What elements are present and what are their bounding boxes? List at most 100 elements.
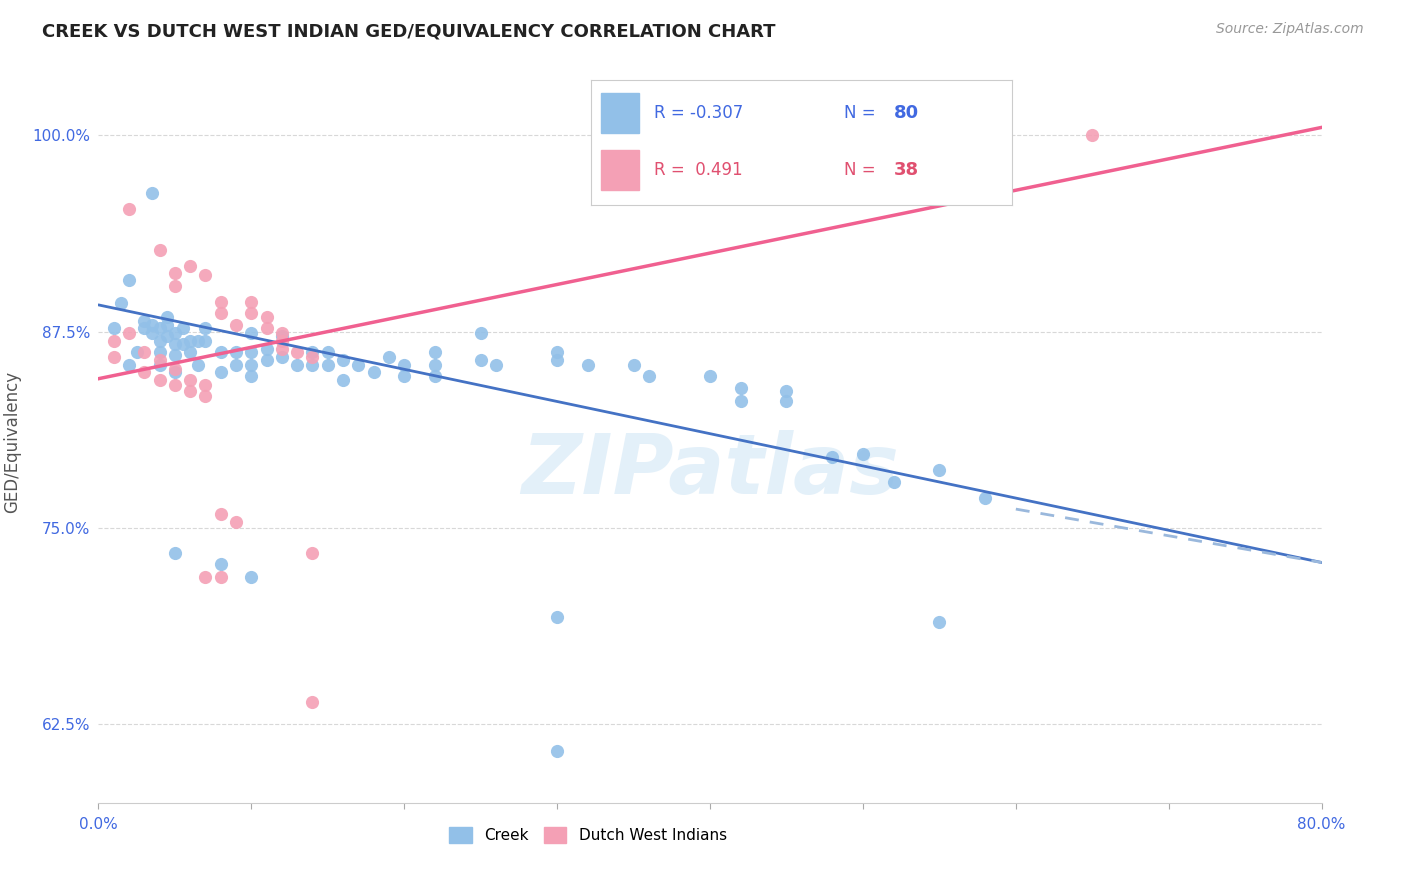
Point xyxy=(883,475,905,490)
Text: Source: ZipAtlas.com: Source: ZipAtlas.com xyxy=(1216,22,1364,37)
Point xyxy=(156,329,179,343)
Point xyxy=(156,318,179,333)
Point xyxy=(423,358,446,372)
Point xyxy=(730,393,752,408)
Point xyxy=(179,345,201,359)
Point xyxy=(172,337,194,351)
Point xyxy=(546,744,568,758)
Point xyxy=(301,350,323,364)
Point xyxy=(163,362,186,376)
Point xyxy=(423,368,446,383)
Point xyxy=(623,358,645,372)
Point xyxy=(240,368,263,383)
Text: ZIPatlas: ZIPatlas xyxy=(522,430,898,511)
Point xyxy=(270,350,292,364)
Point xyxy=(209,345,232,359)
Bar xyxy=(602,150,638,190)
Point xyxy=(149,321,172,335)
Point xyxy=(179,334,201,348)
Point xyxy=(179,373,201,387)
Point xyxy=(209,557,232,571)
Point xyxy=(285,358,308,372)
Text: 38: 38 xyxy=(894,161,920,179)
Point xyxy=(179,259,201,273)
Point xyxy=(118,326,141,340)
Point xyxy=(301,546,323,560)
Point xyxy=(285,345,308,359)
Point xyxy=(256,342,278,356)
Y-axis label: GED/Equivalency: GED/Equivalency xyxy=(3,370,21,513)
Point xyxy=(699,368,721,383)
Point xyxy=(163,337,186,351)
Point xyxy=(149,352,172,367)
Point xyxy=(163,348,186,362)
Point xyxy=(194,378,217,392)
Point xyxy=(118,202,141,216)
Point xyxy=(110,296,132,310)
Text: R = -0.307: R = -0.307 xyxy=(654,103,742,121)
Point xyxy=(194,268,217,282)
Point xyxy=(225,358,247,372)
Point xyxy=(821,450,844,465)
Point xyxy=(270,326,292,340)
Point xyxy=(637,368,661,383)
Point xyxy=(209,294,232,309)
Point xyxy=(103,334,125,348)
Point xyxy=(118,273,141,287)
Bar xyxy=(602,93,638,133)
Point xyxy=(546,345,568,359)
Point xyxy=(141,186,163,201)
Point xyxy=(256,321,278,335)
Point xyxy=(775,393,797,408)
Point xyxy=(928,463,950,477)
Point xyxy=(149,373,172,387)
Point xyxy=(270,334,292,348)
Point xyxy=(730,381,752,395)
Point xyxy=(470,352,492,367)
Point xyxy=(163,326,186,340)
Point xyxy=(163,546,186,560)
Text: N =: N = xyxy=(844,161,880,179)
Point xyxy=(141,326,163,340)
Point xyxy=(240,326,263,340)
Point xyxy=(149,243,172,257)
Point xyxy=(316,345,339,359)
Point xyxy=(546,610,568,624)
Point xyxy=(363,366,385,380)
Text: CREEK VS DUTCH WEST INDIAN GED/EQUIVALENCY CORRELATION CHART: CREEK VS DUTCH WEST INDIAN GED/EQUIVALEN… xyxy=(42,22,776,40)
Point xyxy=(974,491,997,505)
Point xyxy=(103,350,125,364)
Point xyxy=(392,358,416,372)
Point xyxy=(1081,128,1104,143)
Point xyxy=(179,384,201,399)
Point xyxy=(134,321,156,335)
Point xyxy=(301,695,323,709)
Point xyxy=(470,326,492,340)
Point xyxy=(301,358,323,372)
Point xyxy=(240,306,263,320)
Point xyxy=(149,334,172,348)
Point xyxy=(134,366,156,380)
Point xyxy=(134,313,156,327)
Point xyxy=(256,352,278,367)
Point xyxy=(485,358,508,372)
Text: 80: 80 xyxy=(894,103,920,121)
Point xyxy=(125,345,148,359)
Point xyxy=(225,345,247,359)
Point xyxy=(270,329,292,343)
Point xyxy=(392,368,416,383)
Point xyxy=(347,358,370,372)
Point xyxy=(209,366,232,380)
Point xyxy=(163,378,186,392)
Text: R =  0.491: R = 0.491 xyxy=(654,161,742,179)
Point xyxy=(149,358,172,372)
Legend: Creek, Dutch West Indians: Creek, Dutch West Indians xyxy=(443,822,733,849)
Point xyxy=(546,352,568,367)
Point xyxy=(163,279,186,293)
Point xyxy=(209,569,232,583)
Point xyxy=(194,334,217,348)
Point xyxy=(378,350,401,364)
Point xyxy=(209,507,232,521)
Point xyxy=(225,318,247,333)
Point xyxy=(194,389,217,403)
